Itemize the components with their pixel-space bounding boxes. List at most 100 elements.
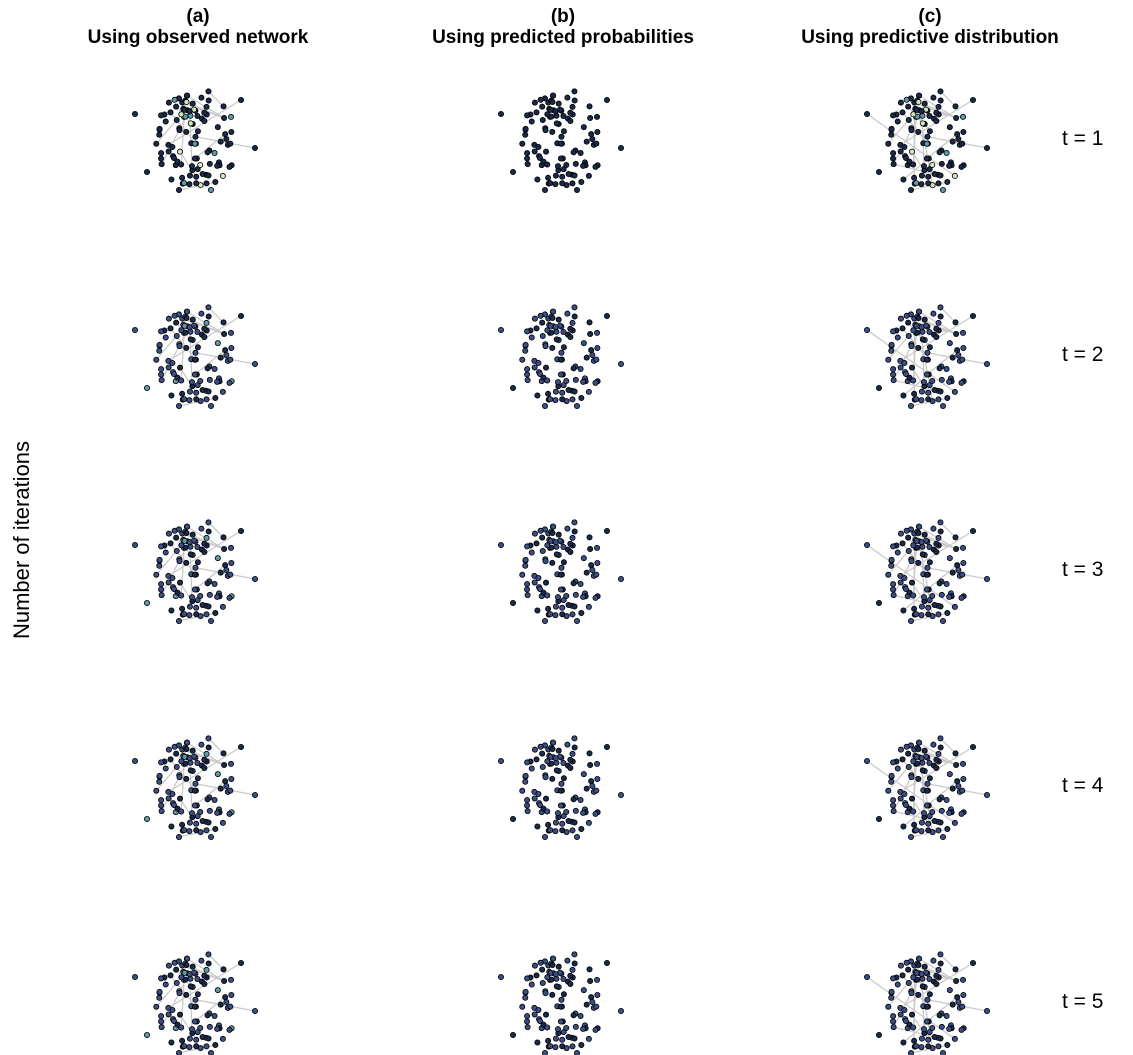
node	[910, 377, 917, 384]
node	[537, 527, 544, 534]
node	[571, 172, 578, 179]
edge	[893, 810, 935, 822]
node	[171, 743, 178, 750]
node	[580, 162, 587, 169]
node	[569, 396, 576, 403]
node	[569, 534, 576, 541]
node	[203, 396, 210, 403]
node	[897, 530, 904, 537]
node	[553, 120, 560, 127]
node	[186, 397, 193, 404]
node	[545, 390, 552, 397]
node	[925, 611, 932, 618]
node	[207, 186, 214, 193]
node	[193, 173, 200, 180]
node	[913, 537, 920, 544]
node	[173, 966, 180, 973]
node	[567, 109, 574, 116]
node	[192, 564, 199, 571]
node	[580, 1025, 587, 1032]
node	[170, 801, 177, 808]
node	[165, 579, 172, 586]
node	[201, 117, 208, 124]
node	[585, 819, 592, 826]
node	[188, 810, 195, 817]
node	[900, 607, 907, 614]
node	[204, 365, 211, 372]
node	[524, 1013, 531, 1020]
node	[524, 328, 531, 335]
node	[567, 325, 574, 332]
node	[223, 135, 230, 142]
node	[204, 149, 211, 156]
node	[919, 983, 926, 990]
node	[237, 312, 244, 319]
node	[894, 981, 901, 988]
node	[542, 343, 549, 350]
node	[905, 750, 912, 757]
node	[528, 549, 535, 556]
node	[915, 530, 922, 537]
node	[184, 523, 191, 530]
edge	[927, 352, 988, 365]
node	[901, 791, 908, 798]
node	[221, 115, 228, 122]
edge	[161, 534, 194, 596]
node	[936, 365, 943, 372]
node	[908, 186, 915, 193]
node	[588, 778, 595, 785]
edge	[903, 373, 930, 396]
node	[162, 334, 169, 341]
node	[908, 1050, 914, 1055]
node	[552, 324, 559, 331]
node	[186, 819, 193, 826]
node	[168, 1039, 175, 1046]
node	[188, 163, 195, 170]
node	[937, 388, 944, 395]
node	[954, 778, 961, 785]
node	[204, 796, 211, 803]
node	[920, 1026, 927, 1033]
node	[212, 826, 219, 833]
edge	[903, 588, 930, 611]
node	[951, 819, 958, 826]
node	[181, 180, 188, 187]
node	[586, 534, 593, 541]
edge	[927, 567, 988, 580]
node	[205, 313, 212, 320]
node	[171, 312, 178, 319]
node	[925, 604, 932, 611]
node	[206, 160, 213, 167]
node	[954, 994, 961, 1001]
node	[946, 809, 953, 816]
node	[186, 108, 193, 115]
node	[223, 782, 230, 789]
node	[226, 1026, 233, 1033]
node	[918, 819, 925, 826]
node	[509, 600, 516, 607]
node	[553, 551, 560, 558]
node	[588, 562, 595, 569]
node	[905, 966, 912, 973]
node	[937, 304, 944, 311]
node	[560, 813, 567, 820]
edge	[208, 737, 224, 754]
node	[187, 767, 194, 774]
node	[171, 527, 178, 534]
node	[223, 566, 230, 573]
node	[557, 586, 564, 593]
node	[158, 759, 165, 766]
node	[184, 308, 191, 315]
node	[925, 180, 932, 187]
node	[181, 969, 188, 976]
node	[544, 377, 551, 384]
node	[588, 347, 595, 354]
node	[184, 739, 191, 746]
edge	[161, 966, 194, 1028]
network-panel-c-t4	[864, 735, 991, 841]
node	[194, 543, 201, 550]
node	[214, 1025, 221, 1032]
node	[953, 546, 960, 553]
node	[555, 316, 562, 323]
node	[587, 331, 594, 338]
